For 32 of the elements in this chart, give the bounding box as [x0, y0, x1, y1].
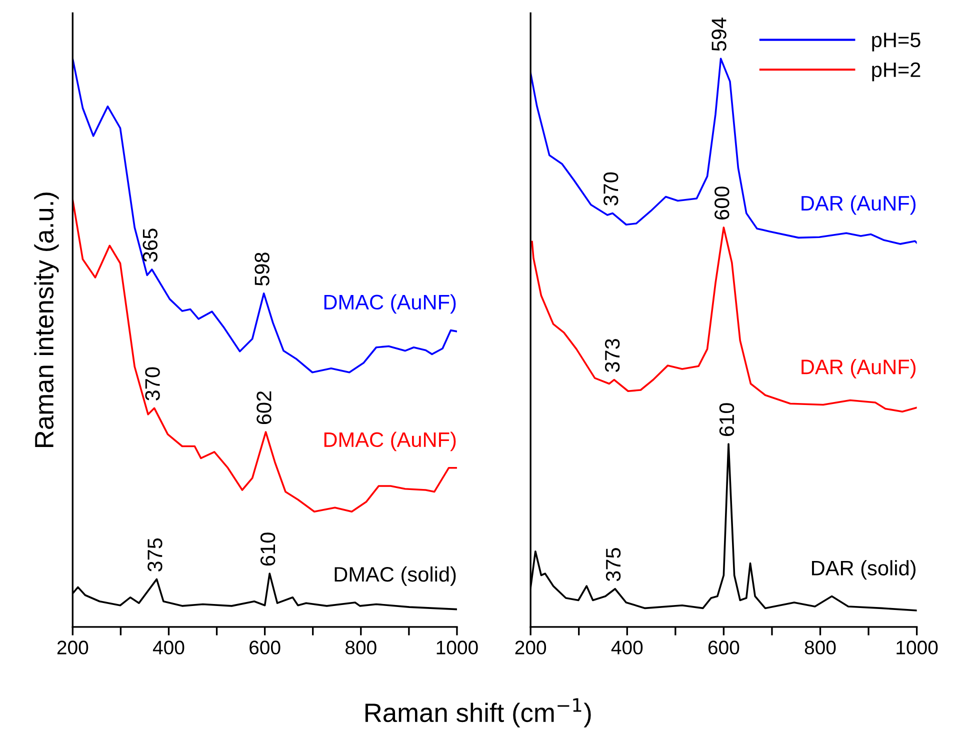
x-axis-title: Raman shift (cm$^{−1}$): [366, 698, 591, 728]
x-tick-label: 1000: [436, 640, 478, 654]
annotation: 600: [714, 186, 730, 220]
y-axis-title: Raman intensity (a.u.): [34, 192, 59, 447]
x-tick-label: 800: [804, 640, 836, 654]
x-tick-label: 400: [152, 640, 184, 654]
annotation: 610: [719, 403, 734, 436]
annotation: 365: [142, 228, 158, 262]
x-tick-label: 200: [57, 640, 88, 654]
annotation: DAR (AuNF): [802, 195, 916, 215]
x-tick-label: 200: [515, 640, 546, 654]
annotation: DMAC (AuNF): [324, 294, 456, 314]
x-tick-label: 600: [250, 640, 280, 654]
x-tick-label: 400: [611, 640, 643, 654]
annotation: DMAC (solid): [334, 566, 456, 586]
legend-label: pH=2: [872, 62, 920, 82]
x-tick-label: 600: [708, 640, 740, 654]
x-tick-label: 1000: [896, 640, 938, 654]
annotation: 375: [148, 538, 162, 572]
annotation: DMAC (AuNF): [324, 432, 456, 452]
x-tick-label: 800: [346, 640, 376, 654]
annotation: 375: [606, 548, 621, 582]
annotation: 598: [254, 252, 270, 286]
annotation: 370: [603, 172, 618, 206]
legend-label: pH=5: [872, 32, 920, 52]
annotation: DAR (solid): [812, 560, 916, 580]
annotation: 370: [145, 367, 160, 400]
annotation: DAR (AuNF): [802, 359, 916, 378]
annotation: 373: [604, 338, 620, 372]
annotation: 602: [256, 391, 272, 424]
annotation: 610: [260, 532, 276, 566]
annotation: 594: [712, 18, 726, 51]
